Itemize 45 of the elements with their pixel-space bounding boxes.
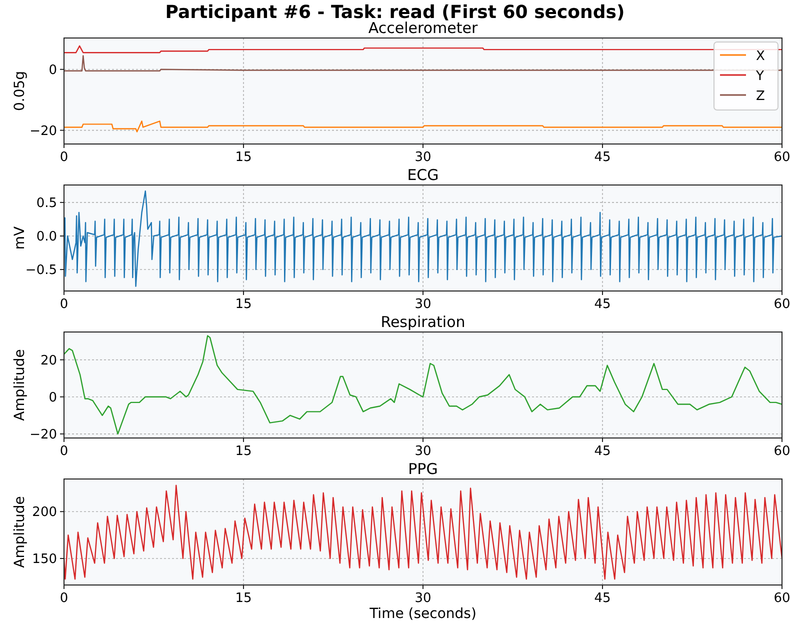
y-tick-label: 20 — [40, 353, 57, 368]
x-tick-label: 15 — [235, 297, 252, 312]
x-tick-label: 0 — [60, 297, 68, 312]
x-tick-label: 60 — [774, 297, 790, 312]
x-tick-label: 60 — [774, 591, 790, 606]
line-series — [63, 484, 783, 580]
x-tick-label: 0 — [60, 150, 68, 165]
legend-label: X — [756, 49, 765, 64]
y-tick-label: 0.5 — [36, 196, 57, 211]
y-axis-title: Amplitude — [12, 349, 28, 421]
chart-title: PPG — [408, 460, 438, 478]
line-series — [63, 335, 783, 435]
y-axis-title: Amplitude — [12, 496, 28, 568]
legend-label: Z — [756, 89, 765, 104]
y-tick-label: −0.5 — [25, 263, 57, 278]
x-tick-label: 0 — [60, 444, 68, 459]
line-series — [63, 190, 783, 287]
chart-title: ECG — [407, 166, 439, 184]
x-tick-label: 0 — [60, 591, 68, 606]
y-tick-label: −20 — [30, 427, 57, 442]
y-tick-label: −20 — [30, 124, 57, 139]
legend-label: Y — [755, 69, 764, 84]
x-tick-label: 30 — [414, 297, 432, 312]
y-axis-title: mV — [12, 226, 28, 250]
y-tick-label: 200 — [32, 505, 57, 520]
x-tick-label: 60 — [774, 444, 790, 459]
x-tick-label: 45 — [594, 150, 611, 165]
x-tick-label: 15 — [235, 150, 252, 165]
x-tick-label: 15 — [235, 591, 252, 606]
x-tick-label: 30 — [414, 444, 432, 459]
y-tick-label: 0 — [48, 390, 57, 406]
x-tick-label: 15 — [235, 444, 252, 459]
chart-title: Respiration — [380, 313, 466, 331]
y-tick-label: 150 — [32, 552, 57, 567]
x-axis-title: Time (seconds) — [368, 606, 476, 622]
x-tick-label: 30 — [414, 591, 432, 606]
x-tick-label: 45 — [594, 297, 611, 312]
y-axis-title: 0.05g — [12, 70, 28, 112]
x-tick-label: 45 — [594, 444, 611, 459]
x-tick-label: 30 — [414, 150, 432, 165]
y-tick-label: 0 — [48, 62, 57, 78]
x-tick-label: 45 — [594, 591, 611, 606]
line-series — [63, 120, 783, 132]
y-tick-label: 0.0 — [36, 229, 57, 244]
x-tick-label: 60 — [774, 150, 790, 165]
